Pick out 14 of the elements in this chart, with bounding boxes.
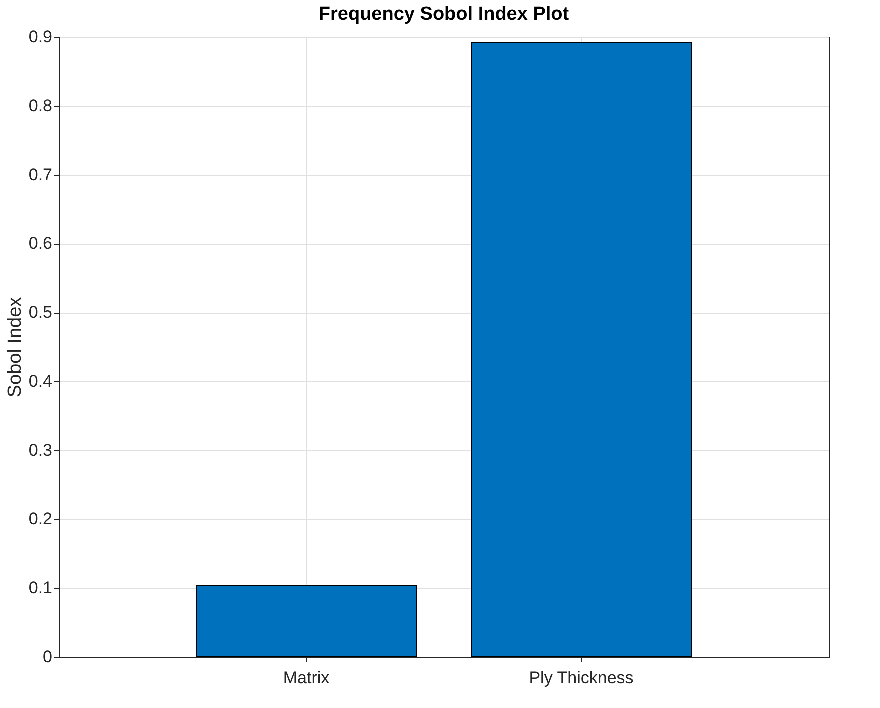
y-tick-label: 0.7: [28, 165, 52, 184]
x-tick-label: Matrix: [283, 668, 330, 688]
y-tick-label: 0.3: [28, 440, 52, 460]
y-tick-label: 0.6: [28, 234, 52, 254]
chart-title: Frequency Sobol Index Plot: [318, 4, 570, 25]
y-tick-label: 0.8: [28, 96, 52, 116]
y-tick-label: 0: [43, 648, 52, 666]
y-axis-title: Sobol Index: [4, 296, 26, 398]
y-tick-label: 0.9: [28, 28, 52, 46]
y-tick-label: 0.5: [28, 303, 52, 322]
y-tick-label: 0.2: [28, 510, 52, 529]
x-tick-label: Ply Thickness: [529, 668, 634, 688]
y-tick-label: 0.4: [28, 372, 52, 391]
y-tick-label: 0.1: [28, 578, 52, 598]
